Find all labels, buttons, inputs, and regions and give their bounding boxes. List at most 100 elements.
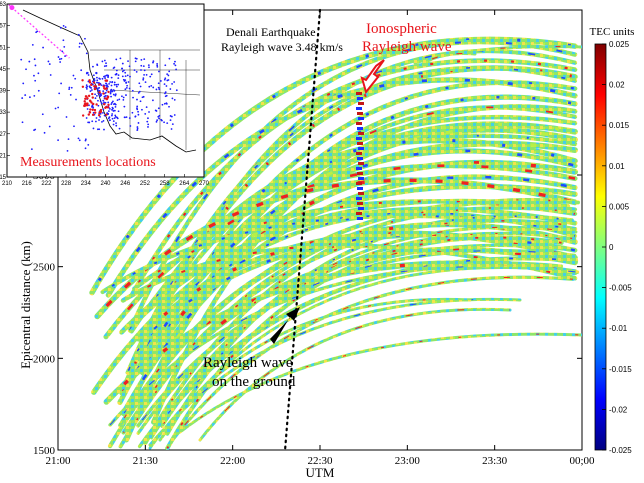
station-dot	[93, 79, 96, 82]
inset-y-tick-label: 33	[0, 110, 7, 116]
station-dot	[108, 82, 110, 85]
station-dot	[147, 117, 149, 120]
station-dot	[58, 92, 61, 95]
station-dot	[116, 99, 119, 102]
station-dot	[135, 70, 138, 73]
station-dot	[128, 65, 131, 68]
disturbance-cell	[357, 127, 363, 130]
colorbar-tick-label: 0	[609, 243, 614, 252]
station-dot	[25, 68, 27, 71]
inset-content	[8, 4, 201, 153]
disturbance-cell	[356, 92, 362, 95]
station-dot	[157, 107, 160, 110]
station-dot	[34, 128, 37, 131]
station-dot	[101, 77, 104, 80]
station-dot	[137, 110, 139, 113]
station-dot	[147, 64, 150, 67]
station-dot	[92, 74, 95, 77]
station-dot	[86, 88, 88, 90]
selected-station-dot	[87, 113, 90, 116]
selected-station-dot	[102, 85, 105, 88]
station-dot	[99, 78, 101, 80]
station-dot	[29, 96, 31, 99]
station-dot	[164, 92, 166, 95]
station-dot	[169, 119, 172, 122]
station-dot	[30, 148, 33, 151]
station-dot	[143, 69, 146, 72]
station-dot	[171, 97, 174, 100]
station-dot	[113, 109, 116, 112]
station-dot	[94, 120, 97, 123]
inset-y-tick-label: 45	[0, 67, 7, 73]
station-dot	[59, 26, 62, 29]
inset-x-tick-label: 228	[61, 181, 72, 187]
station-dot	[48, 63, 51, 65]
tec-arc-anomaly	[159, 266, 526, 441]
selected-station-dot	[104, 106, 107, 109]
y-tick-label: 1500	[33, 445, 56, 457]
ground-label-1: Rayleigh wave	[203, 355, 293, 371]
station-dot	[103, 101, 105, 104]
station-dot	[157, 86, 160, 89]
station-dot	[163, 121, 165, 124]
station-dot	[108, 107, 111, 110]
colorbar-tick-label: -0.02	[609, 405, 628, 414]
station-dot	[164, 64, 167, 67]
station-dot	[152, 99, 154, 102]
station-dot	[117, 110, 120, 113]
selected-station-dot	[95, 103, 98, 106]
tec-arc	[160, 231, 577, 428]
inset-x-tick-label: 222	[41, 181, 52, 187]
station-dot	[97, 87, 99, 90]
station-dot	[112, 100, 114, 103]
station-dot	[87, 143, 90, 146]
selected-station-dot	[93, 87, 97, 91]
station-dot	[147, 126, 149, 128]
colorbar-tick-label: -0.01	[609, 324, 628, 333]
station-dot	[113, 66, 116, 69]
inset-y-tick-label: 57	[0, 24, 7, 30]
station-dot	[59, 61, 62, 63]
station-dot	[36, 30, 39, 33]
disturbance-cell	[356, 197, 362, 200]
station-dot	[66, 149, 69, 152]
station-dot	[142, 95, 145, 98]
station-dot	[86, 71, 88, 74]
selected-station-dot	[106, 95, 110, 98]
station-dot	[136, 98, 138, 101]
station-dot	[142, 78, 145, 81]
station-dot	[69, 94, 72, 96]
denali-label: Denali Earthquake	[226, 25, 316, 39]
station-dot	[64, 26, 67, 29]
station-dot	[158, 117, 160, 120]
selected-station-dot	[89, 99, 92, 103]
station-dot	[93, 77, 96, 80]
tec-arc	[118, 205, 575, 449]
station-dot	[169, 88, 172, 90]
selected-station-dot	[88, 111, 92, 114]
epicenter-track	[8, 4, 70, 59]
station-dot	[95, 94, 98, 97]
station-dot	[96, 128, 99, 131]
inset-x-axis: 210 216 222 228 234 240 246 252 258 264 270	[2, 174, 210, 187]
station-dot	[80, 42, 83, 45]
station-dot	[111, 101, 113, 104]
station-dot	[152, 60, 155, 63]
station-dot	[121, 70, 124, 73]
colorbar-tick-label: -0.015	[609, 365, 632, 374]
station-dot	[105, 82, 107, 85]
station-dot	[87, 74, 90, 76]
station-dot	[84, 147, 87, 150]
disturbance-cell	[357, 202, 363, 205]
station-dot	[109, 92, 112, 95]
disturbance-cell	[356, 212, 362, 215]
tec-arc	[178, 332, 582, 434]
station-dot	[161, 103, 164, 106]
station-dot	[111, 113, 114, 115]
tec-arc	[120, 243, 578, 303]
station-dot	[100, 84, 103, 86]
colorbar-tick-label: 0.015	[609, 121, 630, 130]
station-dot	[68, 88, 71, 91]
inset-y-tick-label: 27	[0, 132, 7, 138]
selected-station-dot	[86, 97, 89, 100]
